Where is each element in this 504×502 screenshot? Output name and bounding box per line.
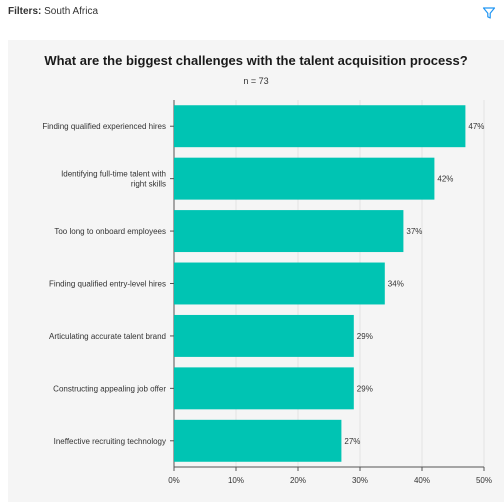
bar-value-label: 27% bbox=[344, 437, 360, 446]
filter-icon[interactable] bbox=[482, 6, 496, 20]
category-label: Finding qualified experienced hires bbox=[42, 122, 166, 131]
bar bbox=[174, 314, 354, 357]
chart-title: What are the biggest challenges with the… bbox=[44, 53, 468, 68]
bar-value-label: 34% bbox=[388, 280, 404, 289]
bar bbox=[174, 210, 404, 253]
bar-chart: 0% 10% 20% 30% 40% 50% 47% Finding qualified ex… bbox=[42, 100, 492, 485]
category-label: Identifying full-time talent with right s… bbox=[61, 170, 166, 189]
bar bbox=[174, 105, 466, 148]
category-label: Finding qualified entry-level hires bbox=[49, 280, 166, 289]
bar bbox=[174, 262, 385, 305]
bar bbox=[174, 157, 435, 200]
category-label: Constructing appealing job offer bbox=[53, 384, 166, 393]
bar bbox=[174, 367, 354, 410]
bar-value-label: 37% bbox=[406, 227, 422, 236]
bar-value-label: 47% bbox=[468, 122, 484, 131]
filters-bar: Filters: South Africa bbox=[8, 6, 498, 22]
filters-value: South Africa bbox=[44, 6, 99, 17]
category-label: Too long to onboard employees bbox=[54, 227, 166, 236]
x-tick-label: 40% bbox=[414, 476, 430, 485]
bar-value-label: 29% bbox=[357, 332, 373, 341]
bar-value-label: 29% bbox=[357, 384, 373, 393]
x-tick-label: 50% bbox=[476, 476, 492, 485]
filters-label: Filters: bbox=[8, 6, 42, 17]
bar-value-label: 42% bbox=[437, 175, 453, 184]
x-tick-label: 10% bbox=[228, 476, 244, 485]
category-label: Articulating accurate talent brand bbox=[49, 332, 166, 341]
x-tick-label: 0% bbox=[168, 476, 180, 485]
chart-panel: What are the biggest challenges with the… bbox=[8, 40, 504, 502]
bar bbox=[174, 419, 342, 462]
category-label: Ineffective recruiting technology bbox=[54, 437, 166, 446]
x-tick-label: 20% bbox=[290, 476, 306, 485]
x-tick-label: 30% bbox=[352, 476, 368, 485]
chart-subtitle: n = 73 bbox=[243, 76, 269, 86]
